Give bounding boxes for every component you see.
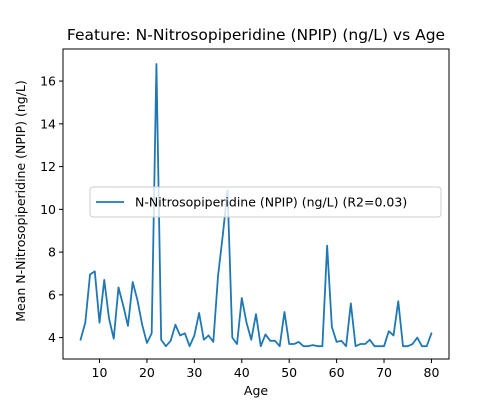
x-tick-label: 70	[376, 365, 392, 380]
axes-frame	[62, 48, 450, 360]
x-tick-label: 50	[281, 365, 297, 380]
x-tick-label: 10	[92, 365, 108, 380]
chart-title: Feature: N-Nitrosopiperidine (NPIP) (ng/…	[67, 26, 445, 44]
y-tick-label: 6	[48, 287, 56, 302]
series-line-0	[79, 63, 433, 348]
y-tick-label: 4	[48, 330, 56, 345]
y-axis-title: Mean N-Nitrosopiperidine (NPIP) (ng/L)	[13, 80, 28, 322]
y-tick-label: 10	[40, 202, 56, 217]
y-tick-label: 16	[40, 74, 56, 89]
legend-box	[89, 186, 442, 218]
legend: N-Nitrosopiperidine (NPIP) (ng/L) (R2=0.…	[89, 186, 442, 218]
x-tick-label: 40	[234, 365, 250, 380]
y-tick-label: 8	[48, 245, 56, 260]
x-tick-label: 30	[186, 365, 202, 380]
y-tick-label: 14	[40, 116, 56, 131]
x-axis-title: Age	[244, 383, 268, 398]
legend-label: N-Nitrosopiperidine (NPIP) (ng/L) (R2=0.…	[135, 195, 407, 210]
x-tick-label: 80	[424, 365, 440, 380]
x-tick-label: 20	[139, 365, 155, 380]
x-tick-label: 60	[329, 365, 345, 380]
plot-area: 10 20 30 40 50 60 70 80 4 6 8 10 12 14 16	[40, 48, 450, 380]
y-tick-label: 12	[40, 159, 56, 174]
